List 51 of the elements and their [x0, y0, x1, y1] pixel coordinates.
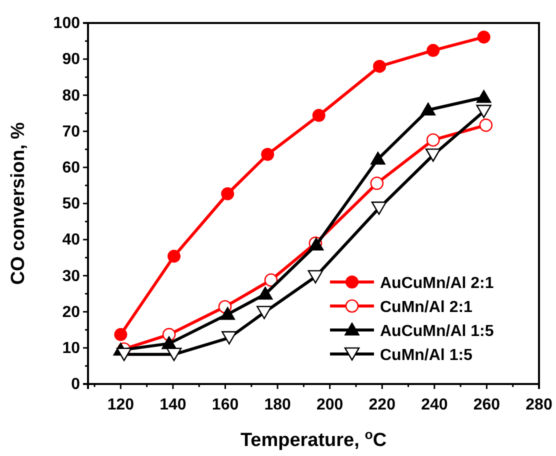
y-tick-label: 90 — [62, 51, 80, 68]
x-tick-label: 120 — [107, 396, 134, 414]
point — [425, 148, 441, 162]
x-tick-label: 260 — [473, 396, 500, 414]
point — [222, 331, 237, 344]
y-axis-title: CO conversion, % — [8, 122, 29, 285]
point — [477, 30, 490, 44]
x-tick-label: 160 — [212, 396, 239, 414]
point — [221, 187, 234, 200]
point — [476, 90, 492, 103]
point — [426, 133, 440, 147]
point — [479, 118, 493, 132]
point — [371, 202, 387, 215]
point — [312, 108, 326, 122]
legend-label: CuMn/Al 2:1 — [380, 299, 473, 316]
y-tick-label: 70 — [62, 123, 80, 140]
y-tick-label: 30 — [62, 268, 80, 285]
point — [258, 286, 273, 300]
point — [256, 306, 272, 320]
x-axis-title: Temperature, $^{o}$C — [240, 426, 387, 451]
point — [370, 152, 386, 165]
point — [264, 273, 278, 287]
point — [420, 102, 436, 116]
x-tick-label: 140 — [160, 396, 186, 414]
x-tick-label: 280 — [526, 396, 552, 414]
legend-label: AuCuMn/Al 2:1 — [380, 275, 494, 292]
y-tick-label: 10 — [62, 340, 80, 358]
point — [308, 270, 324, 284]
point — [116, 348, 132, 362]
y-tick-label: 40 — [62, 232, 80, 249]
point — [114, 328, 128, 342]
point — [220, 306, 236, 320]
point — [261, 148, 274, 161]
point — [370, 176, 384, 190]
y-tick-label: 50 — [62, 196, 80, 213]
legend-label: CuMn/Al 1:5 — [380, 347, 473, 364]
y-tick-label: 20 — [62, 304, 80, 321]
point — [476, 104, 492, 118]
legend-label: AuCuMn/Al 1:5 — [380, 323, 494, 340]
point — [426, 44, 440, 57]
y-tick-label: 0 — [71, 376, 80, 394]
y-tick-label: 60 — [62, 160, 80, 177]
x-tick-label: 240 — [421, 396, 448, 414]
y-tick-label: 100 — [53, 15, 80, 32]
x-tick-label: 200 — [316, 396, 344, 414]
x-tick-label: 180 — [264, 396, 291, 414]
point — [168, 250, 181, 263]
point — [166, 348, 182, 362]
point — [373, 60, 386, 73]
x-tick-label: 220 — [368, 396, 396, 414]
y-tick-label: 80 — [62, 87, 80, 104]
